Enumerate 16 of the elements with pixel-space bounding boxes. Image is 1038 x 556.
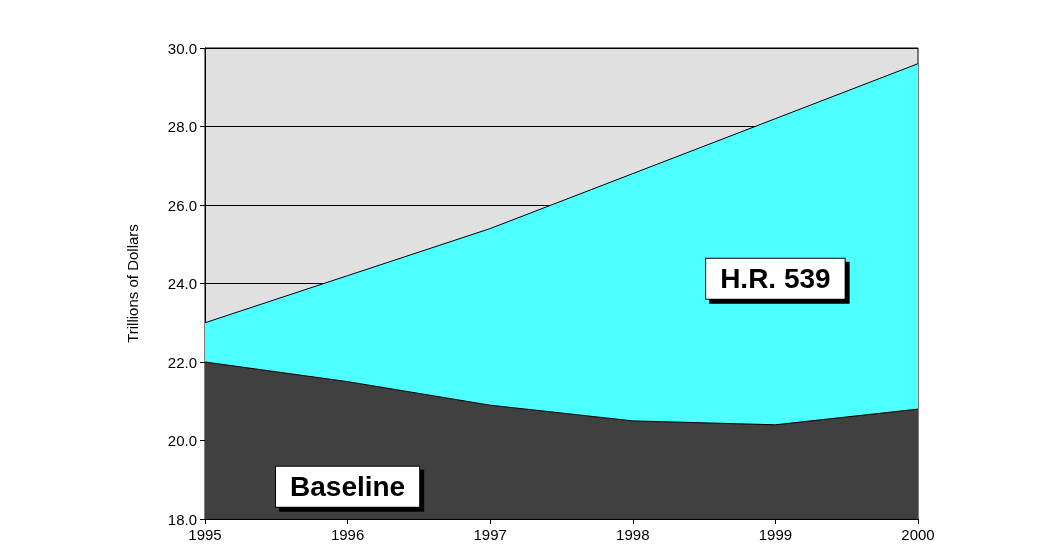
y-tick-label: 30.0 bbox=[167, 39, 197, 57]
y-tick-label: 18.0 bbox=[167, 510, 197, 528]
series-label: Baseline bbox=[290, 471, 406, 503]
y-axis-title: Trillions of Dollars bbox=[124, 224, 141, 343]
x-tick-label: 2000 bbox=[901, 526, 935, 543]
y-tick-label: 28.0 bbox=[167, 118, 197, 135]
x-tick-label: 1996 bbox=[330, 526, 365, 543]
series-label: H.R. 539 bbox=[720, 263, 831, 295]
y-tick-label: 22.0 bbox=[167, 353, 197, 371]
x-tick-label: 1999 bbox=[758, 526, 793, 543]
y-tick-label: 20.0 bbox=[167, 432, 197, 449]
y-tick-label: 24.0 bbox=[167, 275, 197, 292]
x-tick-label: 1998 bbox=[616, 526, 650, 543]
y-tick-label: 26.0 bbox=[167, 196, 197, 214]
x-tick-label: 1995 bbox=[188, 526, 222, 543]
x-tick-label: 1997 bbox=[473, 526, 507, 543]
